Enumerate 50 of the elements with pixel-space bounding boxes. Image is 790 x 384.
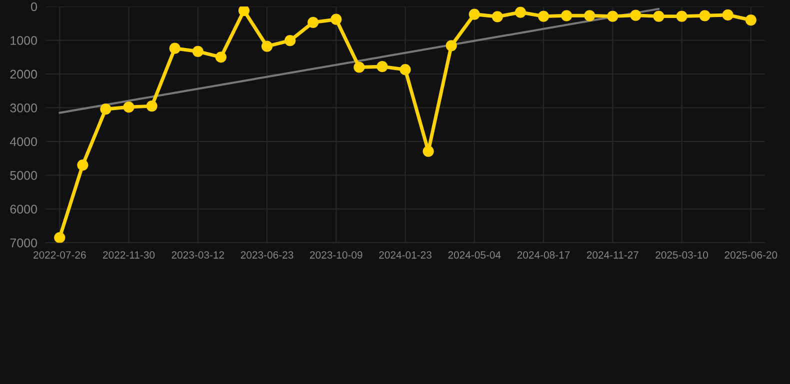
x-tick-label: 2024-01-23 bbox=[379, 251, 432, 259]
y-tick-label: 6000 bbox=[10, 204, 37, 214]
point bbox=[215, 52, 226, 63]
point bbox=[77, 160, 88, 171]
point bbox=[261, 40, 273, 52]
point bbox=[468, 8, 480, 20]
point bbox=[630, 10, 642, 21]
point bbox=[722, 9, 734, 21]
point bbox=[192, 46, 204, 57]
point bbox=[123, 102, 134, 113]
y-tick-label: 7000 bbox=[10, 238, 37, 248]
y-tick-label: 3000 bbox=[10, 104, 37, 112]
y-tick-label: 4000 bbox=[10, 137, 37, 146]
point bbox=[699, 10, 710, 22]
x-tick-label: 2025-03-10 bbox=[656, 251, 708, 259]
x-tick-label: 2025-06-20 bbox=[724, 251, 778, 259]
point bbox=[54, 232, 66, 243]
point bbox=[745, 14, 756, 26]
point bbox=[354, 62, 365, 73]
y-tick-label: 2000 bbox=[10, 70, 37, 79]
point bbox=[100, 104, 112, 115]
point bbox=[514, 6, 526, 18]
x-tick-label: 2024-05-04 bbox=[448, 251, 501, 259]
y-tick-label: 1000 bbox=[10, 36, 37, 45]
point bbox=[538, 10, 550, 22]
x-tick-label: 2024-08-17 bbox=[517, 251, 570, 259]
x-tick-label: 2024-11-27 bbox=[586, 251, 638, 259]
point bbox=[492, 11, 503, 22]
point bbox=[169, 42, 180, 54]
point bbox=[376, 61, 388, 72]
y-tick-label: 5000 bbox=[10, 171, 37, 180]
point bbox=[284, 35, 296, 46]
point bbox=[308, 16, 319, 28]
point bbox=[400, 64, 411, 76]
x-tick-label: 2023-10-09 bbox=[310, 251, 362, 259]
x-tick-label: 2023-06-23 bbox=[240, 251, 294, 259]
point bbox=[607, 10, 618, 22]
x-tick-label: 2022-11-30 bbox=[103, 251, 155, 259]
point bbox=[330, 14, 342, 25]
point bbox=[422, 146, 434, 157]
point bbox=[238, 6, 250, 16]
x-tick-label: 2023-03-12 bbox=[172, 251, 224, 259]
point bbox=[446, 40, 457, 52]
point bbox=[584, 10, 596, 22]
x-tick-label: 2022-07-26 bbox=[34, 251, 86, 259]
point bbox=[561, 10, 572, 22]
point bbox=[146, 100, 158, 112]
y-tick-label: 0 bbox=[31, 2, 37, 12]
point bbox=[653, 10, 664, 22]
point bbox=[676, 10, 688, 22]
